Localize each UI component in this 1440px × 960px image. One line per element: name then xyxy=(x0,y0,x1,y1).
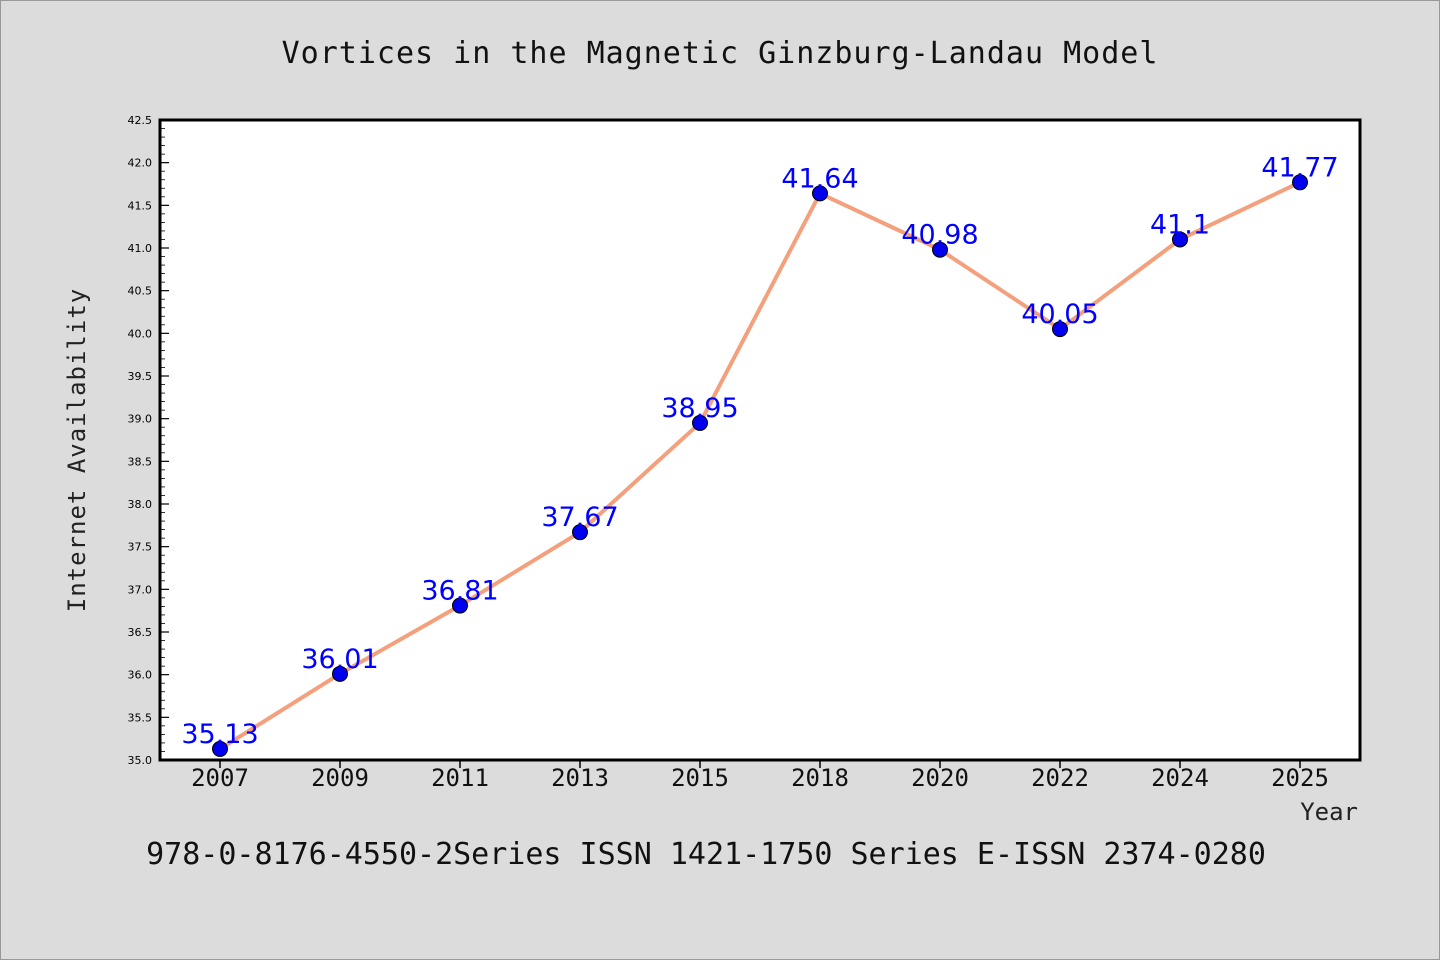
data-point xyxy=(452,597,468,614)
data-point xyxy=(332,665,348,682)
y-tick-label: 39.5 xyxy=(128,370,153,383)
y-tick-label: 41.5 xyxy=(128,199,153,212)
data-point xyxy=(212,740,228,757)
x-tick-label: 2007 xyxy=(191,764,249,792)
x-tick-label: 2024 xyxy=(1151,764,1209,792)
y-tick-label: 38.0 xyxy=(128,498,153,511)
y-tick-label: 40.0 xyxy=(128,327,153,340)
data-label: 36.81 xyxy=(421,576,498,607)
y-axis: 35.0 35.5 36.0 36.5 37.0 37.5 38.0 38.5 39.0 39.5… xyxy=(128,114,169,767)
y-tick-label: 39.0 xyxy=(128,413,153,426)
x-tick-label: 2025 xyxy=(1271,764,1329,792)
data-point xyxy=(932,241,948,258)
plot-area xyxy=(158,118,1362,762)
x-tick-label: 2013 xyxy=(551,764,609,792)
data-label: 36.01 xyxy=(301,644,378,675)
data-label: 41.77 xyxy=(1261,152,1338,183)
footer-isbn-text: 978-0-8176-4550-2Series ISSN 1421-1750 S… xyxy=(146,837,1266,872)
data-points xyxy=(212,174,1308,757)
data-label: 40.98 xyxy=(901,220,978,251)
data-labels: 35.13 36.01 36.81 37.67 38.95 41.64 40.98 40.05… xyxy=(181,152,1338,750)
x-tick-label: 2018 xyxy=(791,764,849,792)
data-point xyxy=(692,414,708,431)
data-label: 40.05 xyxy=(1021,299,1098,330)
data-label: 41.1 xyxy=(1150,209,1210,240)
data-label: 37.67 xyxy=(541,502,618,533)
y-tick-label: 40.5 xyxy=(128,285,153,298)
series-line xyxy=(218,180,1302,751)
x-tick-label: 2011 xyxy=(431,764,489,792)
chart-title: Vortices in the Magnetic Ginzburg-Landau… xyxy=(282,36,1159,71)
y-tick-label: 36.5 xyxy=(128,626,153,639)
series-line-group xyxy=(218,180,1302,751)
x-tick-label: 2020 xyxy=(911,764,969,792)
data-point xyxy=(572,524,588,541)
data-point xyxy=(1292,174,1308,191)
x-axis-label: Year xyxy=(1300,798,1358,826)
data-label: 38.95 xyxy=(661,393,738,424)
data-label: 35.13 xyxy=(181,719,258,750)
x-tick-label: 2015 xyxy=(671,764,729,792)
x-axis: 2007 2009 2011 2013 2015 2018 2020 2022 2024 2025 xyxy=(191,760,1329,792)
y-axis-label: Internet Availability xyxy=(63,288,91,612)
y-tick-label: 42.0 xyxy=(128,157,153,170)
y-tick-label: 38.5 xyxy=(128,455,153,468)
y-tick-label: 35.0 xyxy=(128,754,153,767)
y-tick-label: 37.0 xyxy=(128,583,153,596)
y-tick-label: 37.5 xyxy=(128,541,153,554)
data-point xyxy=(1172,231,1188,248)
x-tick-label: 2009 xyxy=(311,764,369,792)
y-tick-label: 41.0 xyxy=(128,242,153,255)
x-tick-label: 2022 xyxy=(1031,764,1089,792)
y-tick-label: 35.5 xyxy=(128,711,153,724)
y-tick-label: 42.5 xyxy=(128,114,153,127)
data-point xyxy=(1052,321,1068,338)
data-point xyxy=(812,185,828,202)
data-label: 41.64 xyxy=(781,163,858,194)
y-tick-label: 36.0 xyxy=(128,669,153,682)
